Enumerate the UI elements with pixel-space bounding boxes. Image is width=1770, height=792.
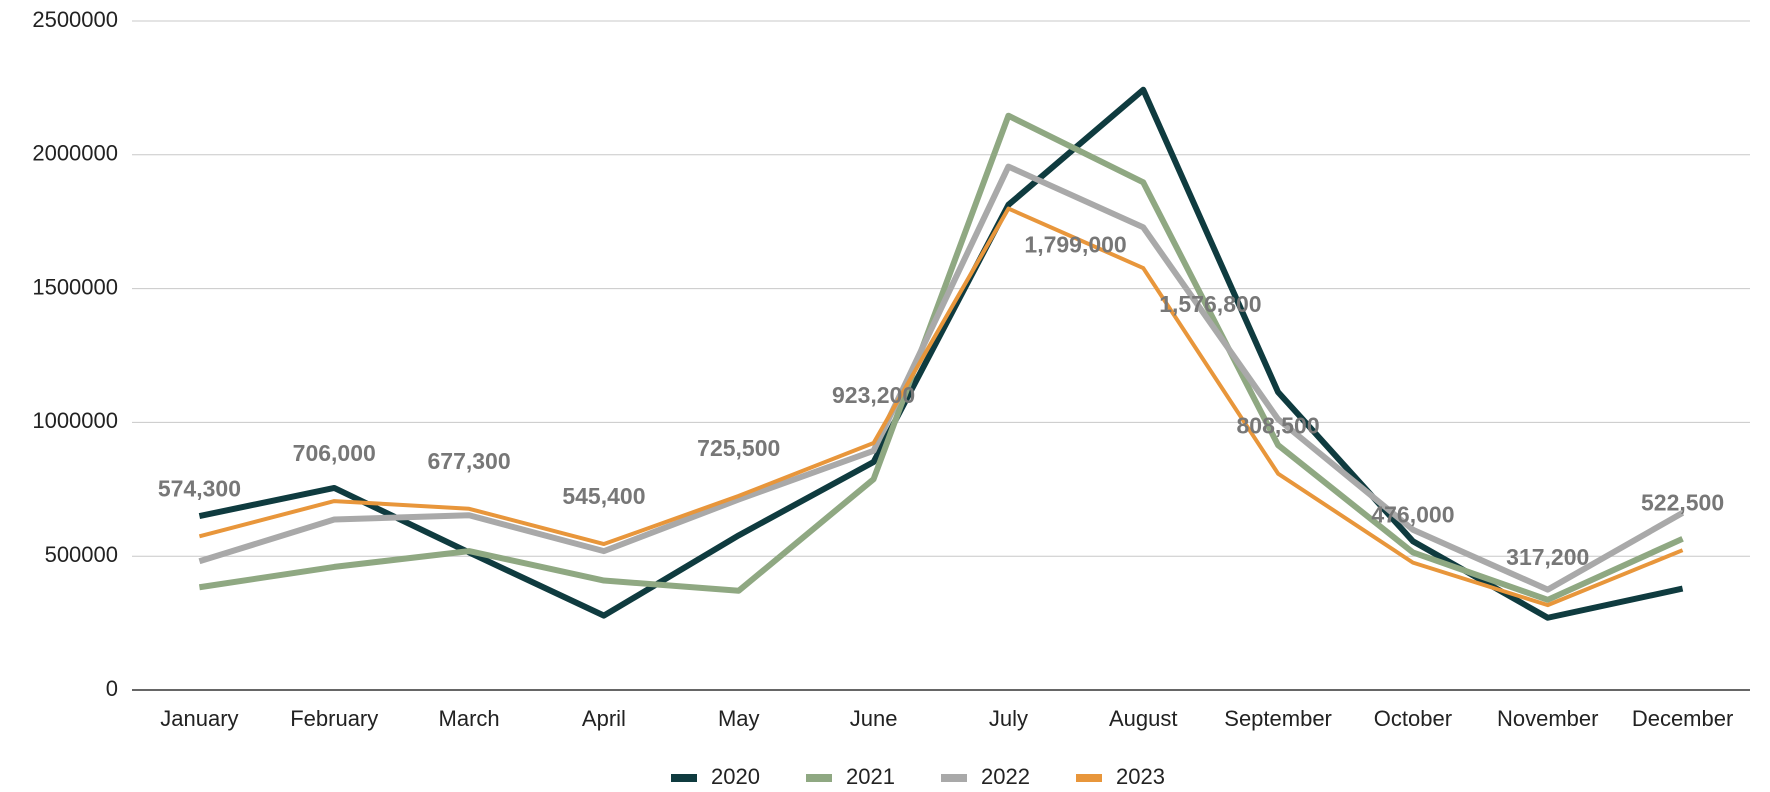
data-label: 808,500 [1237, 413, 1320, 439]
data-label: 725,500 [697, 435, 780, 461]
x-tick-label: August [1109, 706, 1178, 731]
data-label: 545,400 [562, 483, 645, 509]
data-label: 574,300 [158, 475, 241, 501]
data-label: 476,000 [1371, 502, 1454, 528]
data-label: 317,200 [1506, 544, 1589, 570]
x-tick-label: July [989, 706, 1028, 731]
data-label: 1,799,000 [1024, 232, 1126, 258]
x-tick-label: April [582, 706, 626, 731]
y-tick-label: 500000 [45, 542, 118, 567]
series-line [198, 163, 1685, 593]
series-line [198, 86, 1684, 621]
x-tick-label: October [1374, 706, 1452, 731]
y-tick-label: 2000000 [32, 141, 118, 166]
x-tick-label: December [1632, 706, 1733, 731]
y-tick-label: 1000000 [32, 408, 118, 433]
y-tick-label: 2500000 [32, 7, 118, 32]
data-label: 706,000 [293, 440, 376, 466]
data-label: 677,300 [428, 448, 511, 474]
x-tick-label: September [1224, 706, 1332, 731]
series-line [198, 112, 1684, 603]
data-label: 923,200 [832, 382, 915, 408]
x-tick-label: June [850, 706, 898, 731]
legend-label: 2021 [846, 764, 895, 789]
y-tick-label: 1500000 [32, 274, 118, 299]
x-tick-label: November [1497, 706, 1598, 731]
legend-label: 2022 [981, 764, 1030, 789]
data-label: 522,500 [1641, 489, 1724, 515]
legend-label: 2023 [1116, 764, 1165, 789]
y-tick-label: 0 [106, 676, 118, 701]
x-tick-label: January [160, 706, 238, 731]
x-tick-label: May [718, 706, 760, 731]
data-label: 1,576,800 [1159, 291, 1261, 317]
x-tick-label: March [439, 706, 500, 731]
series-line [198, 206, 1684, 608]
legend-label: 2020 [711, 764, 760, 789]
x-tick-label: February [290, 706, 378, 731]
